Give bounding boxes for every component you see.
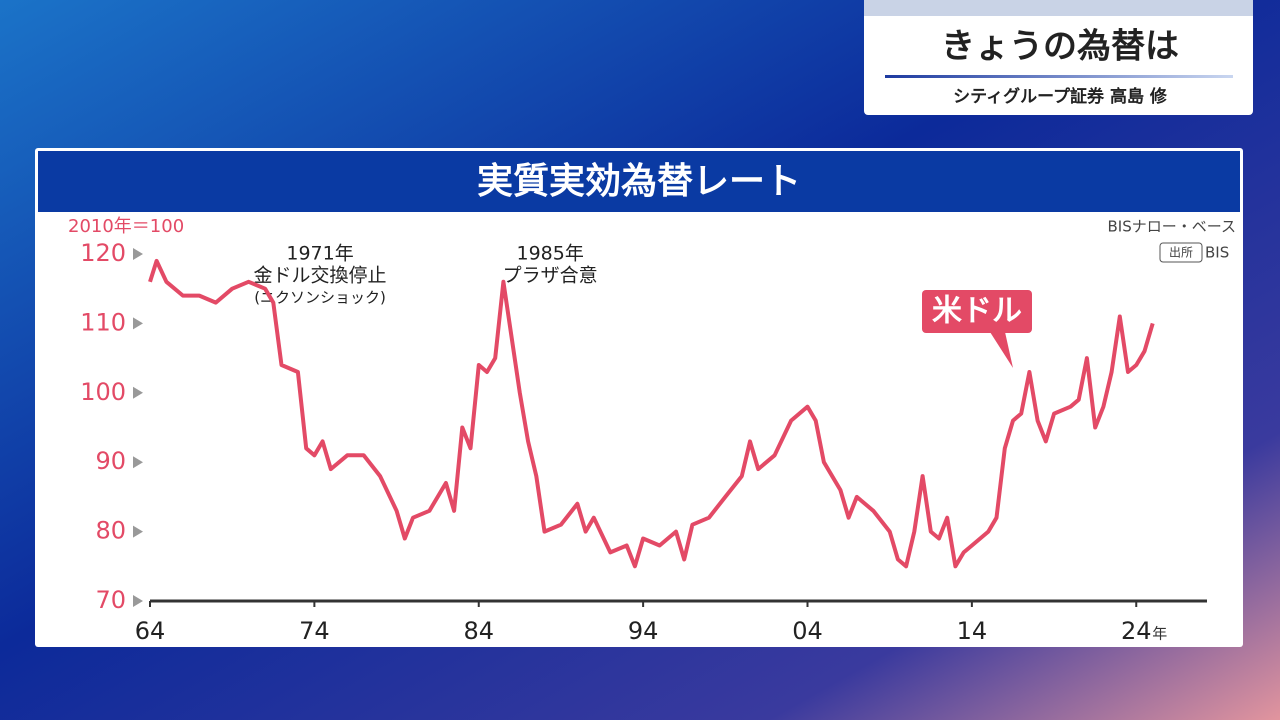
x-tick-label: 64: [135, 617, 166, 645]
legend-callout: 米ドル: [922, 290, 1032, 368]
y-tick-label: 100: [80, 378, 126, 406]
annotation: 金ドル交換停止: [254, 265, 387, 287]
header-title: きょうの為替は: [941, 27, 1179, 67]
header-subtitle: シティグループ証券 高島 修: [953, 86, 1168, 107]
source: BIS: [1205, 244, 1229, 262]
x-tick-label: 74: [299, 617, 330, 645]
x-tick-label: 14: [957, 617, 988, 645]
annotation: 1971年: [286, 243, 353, 265]
chart-panel: [35, 148, 1243, 647]
y-tick-mark: [133, 386, 143, 399]
chart-title-band: [38, 151, 1240, 212]
y-tick-label: 90: [95, 447, 126, 475]
chart-title: 実質実効為替レート: [477, 161, 801, 202]
x-tick-label: 94: [628, 617, 659, 645]
y-tick-label: 70: [95, 586, 126, 614]
x-tick-label: 24: [1121, 617, 1152, 645]
legend-label: 米ドル: [932, 294, 1022, 329]
source-label: 出所: [1169, 246, 1193, 260]
y-tick-mark: [133, 456, 143, 469]
legend-pointer: [990, 332, 1013, 368]
x-tick-label: 84: [463, 617, 494, 645]
y-tick-mark: [133, 317, 143, 330]
y-tick-label: 80: [95, 517, 126, 545]
source-badge: [1159, 242, 1203, 263]
x-unit: 年: [1152, 625, 1167, 643]
legend-box: [922, 290, 1032, 333]
annotation: (ニクソンショック): [254, 289, 386, 307]
y-tick-mark: [133, 525, 143, 538]
series-line: [148, 258, 1155, 569]
y-tick-label: 110: [80, 308, 126, 336]
note: BISナロー・ベース: [1108, 218, 1237, 236]
annotation: 1985年: [517, 243, 584, 265]
header-underline: [885, 75, 1233, 78]
plot: 70 80 90 100 110 120 64 74 84 94 04 14 24 年 1971年金ドル交換…: [80, 239, 1207, 645]
y-tick-mark: [133, 595, 143, 607]
header-card: [864, 0, 1253, 115]
x-tick-label: 04: [792, 617, 823, 645]
annotation: プラザ合意: [503, 265, 598, 287]
y-tick-mark: [133, 248, 143, 260]
y-tick-label: 120: [80, 239, 126, 267]
y-axis-label: 2010年＝100: [68, 216, 184, 237]
header-band: [864, 0, 1253, 16]
